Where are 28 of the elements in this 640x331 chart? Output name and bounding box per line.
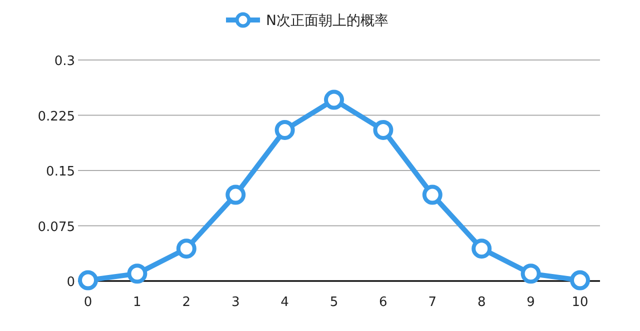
x-tick-label: 7 xyxy=(428,295,437,310)
x-tick-label: 5 xyxy=(330,295,338,310)
point xyxy=(127,264,148,284)
x-tick-label: 0 xyxy=(84,295,92,310)
x-tick-label: 9 xyxy=(526,295,535,310)
y-tick-label: 0 xyxy=(66,275,75,290)
x-tick-label: 4 xyxy=(280,295,289,310)
point xyxy=(176,238,196,259)
point xyxy=(520,264,541,284)
x-tick-label: 10 xyxy=(572,295,588,310)
point xyxy=(324,90,344,110)
x-tick-label: 8 xyxy=(477,295,486,310)
point xyxy=(226,184,246,205)
legend-label: N次正面朝上的概率 xyxy=(266,13,388,29)
y-tick-label: 0.075 xyxy=(38,220,75,235)
point xyxy=(274,120,295,140)
y-tick-label: 0.15 xyxy=(46,164,75,180)
point xyxy=(570,270,590,290)
x-tick-label: 1 xyxy=(133,295,142,310)
x-tick-label: 3 xyxy=(231,295,240,310)
y-tick-label: 0.225 xyxy=(38,109,75,124)
point xyxy=(422,184,442,205)
point xyxy=(373,120,394,140)
x-tick-label: 6 xyxy=(379,295,388,310)
x-tick-label: 2 xyxy=(182,295,191,310)
y-tick-label: 0.3 xyxy=(54,54,75,69)
point xyxy=(472,238,492,259)
point xyxy=(78,270,98,290)
